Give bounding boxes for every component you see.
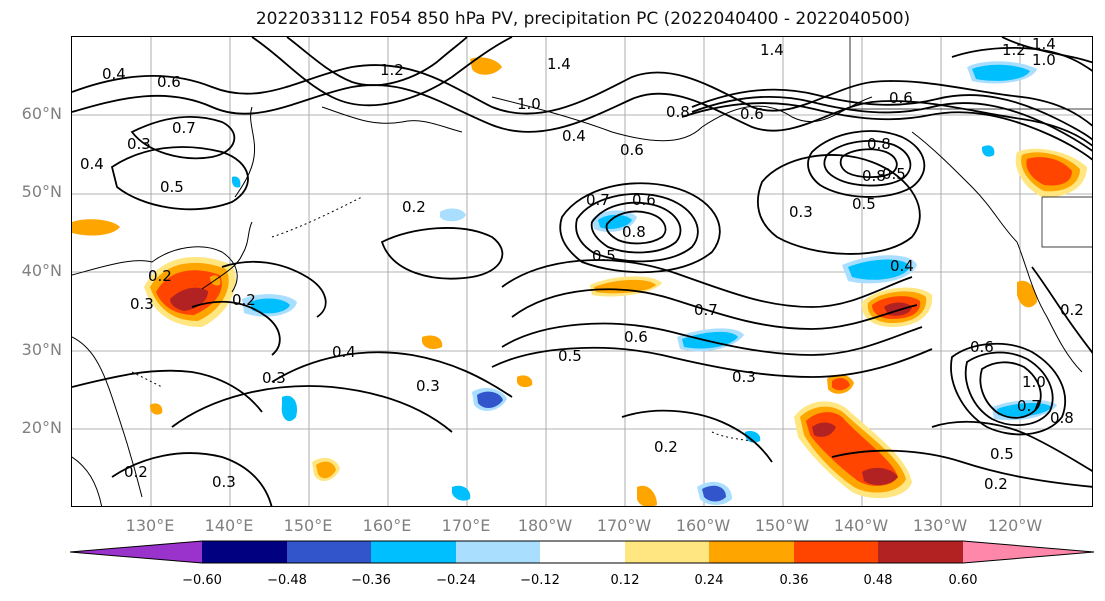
contour-label: 0.2 bbox=[232, 291, 256, 309]
contour-label: 1.2 bbox=[380, 61, 404, 79]
contour-label: 0.3 bbox=[732, 368, 756, 386]
lat-label: 60°N bbox=[21, 104, 62, 123]
contour-label: 0.7 bbox=[172, 119, 196, 137]
lon-label: 140°E bbox=[204, 516, 254, 535]
contour-label: 1.0 bbox=[1032, 51, 1056, 69]
contour-label: 1.4 bbox=[1032, 37, 1056, 53]
lon-label: 180°W bbox=[517, 516, 573, 535]
figure-title: 2022033112 F054 850 hPa PV, precipitatio… bbox=[255, 9, 911, 29]
colorbar-segment bbox=[794, 541, 878, 563]
colorbar-segment bbox=[878, 541, 963, 563]
lon-label: 150°E bbox=[283, 516, 333, 535]
contour-label: 0.3 bbox=[789, 203, 813, 221]
colorbar-tick-label: −0.36 bbox=[351, 573, 391, 588]
contour-label: 0.3 bbox=[127, 135, 151, 153]
contour-label: 0.8 bbox=[622, 223, 646, 241]
lon-label: 150°W bbox=[754, 516, 810, 535]
contour-label: 0.6 bbox=[624, 328, 648, 346]
lon-label: 120°W bbox=[987, 516, 1043, 535]
lon-label: 170°E bbox=[441, 516, 491, 535]
colorbar-tick-label: −0.12 bbox=[520, 573, 560, 588]
colorbar-segment bbox=[963, 541, 1094, 563]
colorbar-tick-label: −0.60 bbox=[182, 573, 222, 588]
colorbar-segment bbox=[371, 541, 456, 563]
map-plot-area: 0.4 0.6 0.7 0.3 0.4 0.5 1.2 1.4 1.0 1.4 … bbox=[71, 36, 1093, 507]
lat-label: 20°N bbox=[21, 418, 62, 437]
contour-label: 0.3 bbox=[416, 377, 440, 395]
contour-label: 0.7 bbox=[1017, 397, 1041, 415]
colorbar-tick-label: 0.36 bbox=[779, 573, 809, 588]
lon-label: 170°W bbox=[596, 516, 652, 535]
colorbar-segment bbox=[709, 541, 794, 563]
colorbar-outline bbox=[70, 540, 1095, 564]
contour-label: 1.2 bbox=[1002, 41, 1026, 59]
contour-label: 0.4 bbox=[102, 65, 126, 83]
contour-label: 0.4 bbox=[562, 127, 586, 145]
contour-label: 0.3 bbox=[212, 473, 236, 491]
contour-label: 1.4 bbox=[547, 55, 571, 73]
contour-label: 0.2 bbox=[654, 438, 678, 456]
lon-label: 160°W bbox=[675, 516, 731, 535]
colorbar-tick-label: 0.60 bbox=[948, 573, 978, 588]
pv-precip-map: 0.4 0.6 0.7 0.3 0.4 0.5 1.2 1.4 1.0 1.4 … bbox=[72, 37, 1092, 506]
contour-label: 1.4 bbox=[760, 41, 784, 59]
lon-label: 140°W bbox=[833, 516, 889, 535]
contour-label: 0.2 bbox=[148, 267, 172, 285]
contour-label: 0.8 bbox=[666, 103, 690, 121]
contour-label: 0.4 bbox=[80, 155, 104, 173]
colorbar-tick-label: 0.24 bbox=[694, 573, 724, 588]
colorbar-segment bbox=[202, 541, 287, 563]
colorbar-segment bbox=[287, 541, 371, 563]
contour-label: 0.8 bbox=[1050, 409, 1074, 427]
colorbar-segment bbox=[456, 541, 540, 563]
contour-label: 0.4 bbox=[890, 257, 914, 275]
contour-label: 0.2 bbox=[402, 198, 426, 216]
contour-label: 0.8 bbox=[867, 135, 891, 153]
contour-label: 0.5 bbox=[852, 195, 876, 213]
contour-label: 0.2 bbox=[124, 463, 148, 481]
colorbar-tick-label: 0.12 bbox=[610, 573, 640, 588]
lon-label: 160°E bbox=[362, 516, 412, 535]
lat-label: 40°N bbox=[21, 261, 62, 280]
contour-label: 0.7 bbox=[694, 301, 718, 319]
colorbar bbox=[70, 540, 1095, 564]
contour-label: 0.2 bbox=[1060, 301, 1084, 319]
colorbar-tick-label: −0.24 bbox=[436, 573, 476, 588]
lon-label: 130°E bbox=[125, 516, 175, 535]
colorbar-tick-label: −0.48 bbox=[267, 573, 307, 588]
contour-label: 0.2 bbox=[984, 475, 1008, 493]
pv-contours bbox=[72, 37, 1092, 506]
contour-label: 0.6 bbox=[620, 141, 644, 159]
contour-labels: 0.4 0.6 0.7 0.3 0.4 0.5 1.2 1.4 1.0 1.4 … bbox=[80, 37, 1084, 493]
contour-label: 0.7 bbox=[586, 191, 610, 209]
contour-label: 0.5 bbox=[160, 178, 184, 196]
colorbar-segment bbox=[625, 541, 709, 563]
colorbar-tick-label: 0.48 bbox=[863, 573, 893, 588]
contour-label: 1.0 bbox=[517, 95, 541, 113]
contour-label: 0.8 bbox=[862, 167, 886, 185]
contour-label: 0.5 bbox=[592, 247, 616, 265]
contour-label: 0.5 bbox=[882, 165, 906, 183]
lat-label: 30°N bbox=[21, 340, 62, 359]
contour-label: 0.3 bbox=[130, 295, 154, 313]
contour-label: 0.5 bbox=[990, 445, 1014, 463]
contour-label: 0.6 bbox=[740, 105, 764, 123]
graticule bbox=[72, 37, 1092, 506]
contour-label: 0.6 bbox=[632, 191, 656, 209]
contour-label: 0.4 bbox=[332, 343, 356, 361]
colorbar-segment bbox=[540, 541, 625, 563]
precipitation-shading bbox=[72, 57, 1087, 506]
contour-label: 0.6 bbox=[970, 338, 994, 356]
colorbar-segment bbox=[70, 541, 202, 563]
contour-label: 0.6 bbox=[157, 73, 181, 91]
lon-label: 130°W bbox=[912, 516, 968, 535]
contour-label: 0.6 bbox=[889, 89, 913, 107]
contour-label: 0.5 bbox=[558, 347, 582, 365]
lat-label: 50°N bbox=[21, 182, 62, 201]
contour-label: 1.0 bbox=[1022, 373, 1046, 391]
contour-label: 0.3 bbox=[262, 369, 286, 387]
